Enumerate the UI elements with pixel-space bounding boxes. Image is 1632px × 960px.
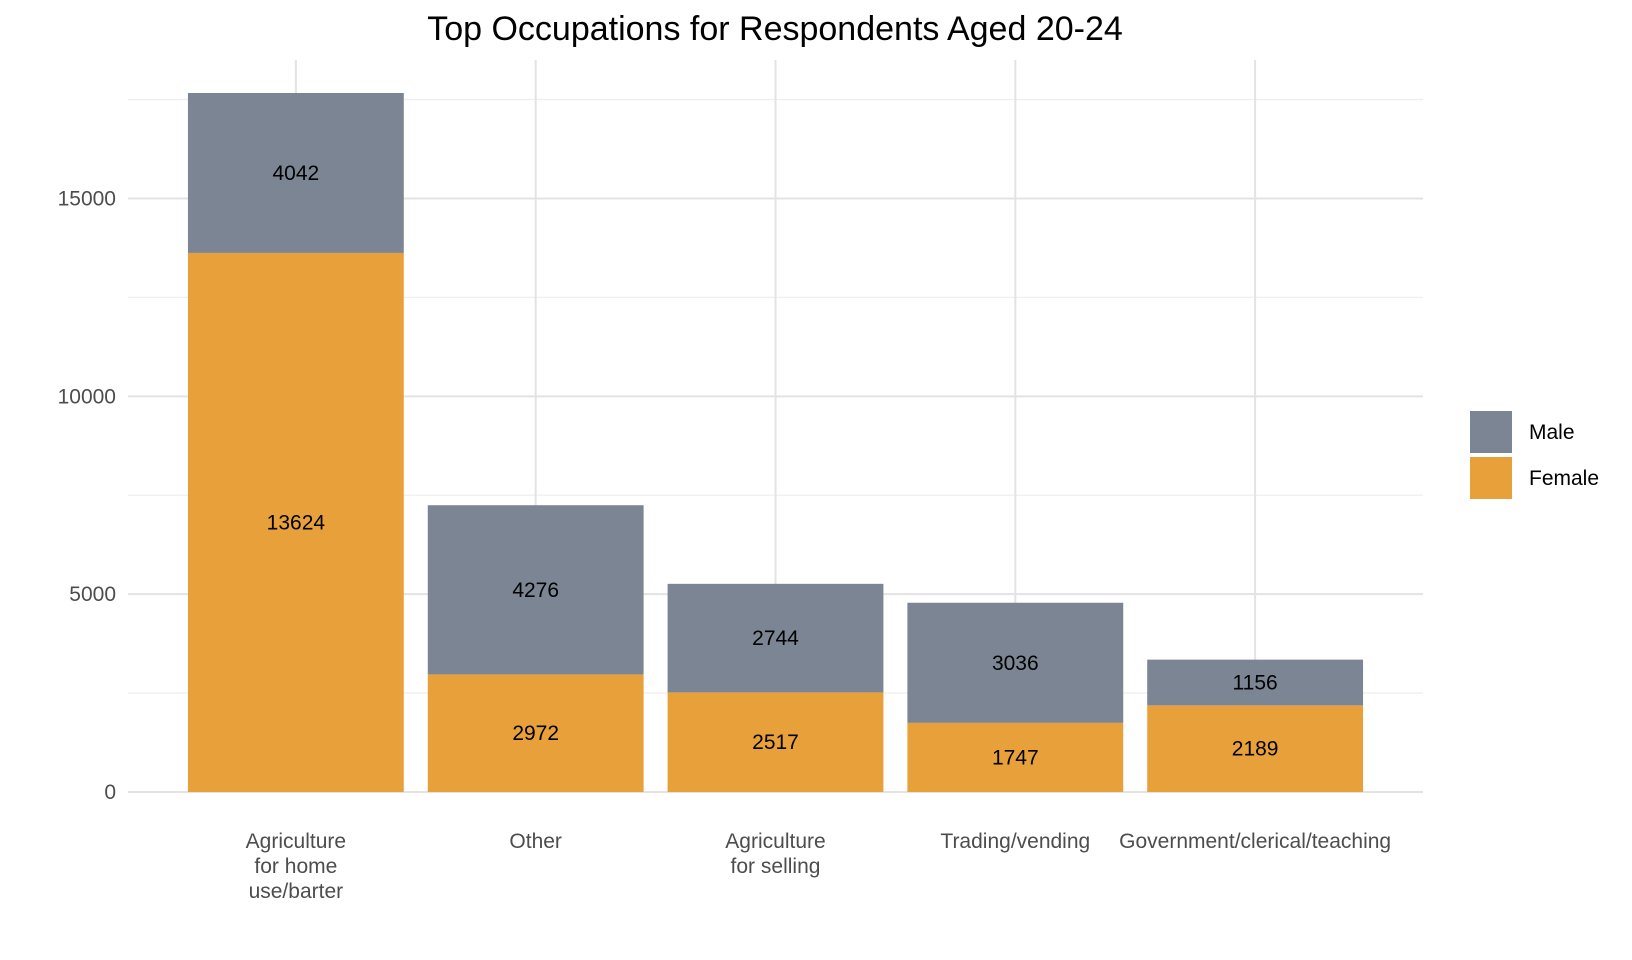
x-tick-label: Agriculture for selling — [725, 830, 825, 878]
bar-male — [667, 583, 884, 693]
bars — [187, 92, 1364, 792]
bar-value-label-male: 4276 — [512, 579, 559, 602]
y-tick-label: 15000 — [58, 187, 116, 210]
bar-male — [427, 505, 644, 675]
bar-female — [187, 252, 404, 792]
axes: 0 5000 10000 15000 Agriculture for home use/ba… — [58, 187, 1392, 903]
bar-value-label-male: 1156 — [1233, 672, 1278, 695]
bar-value-label-male: 4042 — [273, 162, 320, 185]
legend-label-male: Male — [1529, 421, 1575, 444]
bar-male — [187, 92, 404, 253]
bar-female — [427, 674, 644, 792]
legend-key-female — [1470, 457, 1512, 499]
bar-value-label-female: 2189 — [1232, 738, 1279, 761]
bar-female — [907, 722, 1124, 792]
x-tick-label: Trading/vending — [940, 830, 1090, 853]
bar-value-label-female: 2517 — [752, 731, 799, 754]
bar-value-label-female: 2972 — [512, 722, 559, 745]
x-tick-label: Agriculture for home use/barter — [246, 830, 346, 903]
bar-female — [667, 692, 884, 792]
y-tick-label: 0 — [104, 781, 116, 804]
legend-key-male — [1470, 411, 1512, 453]
legend-label-female: Female — [1529, 467, 1599, 490]
x-tick-label: Other — [509, 830, 562, 853]
bar-value-label-male: 2744 — [752, 627, 799, 650]
chart-title: Top Occupations for Respondents Aged 20-… — [427, 10, 1123, 48]
bar-female — [1147, 705, 1364, 792]
y-tick-label: 5000 — [69, 583, 116, 606]
y-tick-label: 10000 — [58, 385, 116, 408]
bar-value-label-female: 13624 — [267, 511, 326, 534]
bar-labels: 13624 4042 2972 4276 2517 2744 1747 3036 2189 115… — [267, 162, 1279, 769]
bar-value-label-female: 1747 — [992, 746, 1039, 769]
x-tick-label: Government/clerical/teaching — [1119, 830, 1391, 853]
bar-value-label-male: 3036 — [992, 652, 1039, 675]
bar-male — [1147, 659, 1364, 706]
legend: Male Female — [1470, 411, 1599, 499]
bar-male — [907, 602, 1124, 723]
